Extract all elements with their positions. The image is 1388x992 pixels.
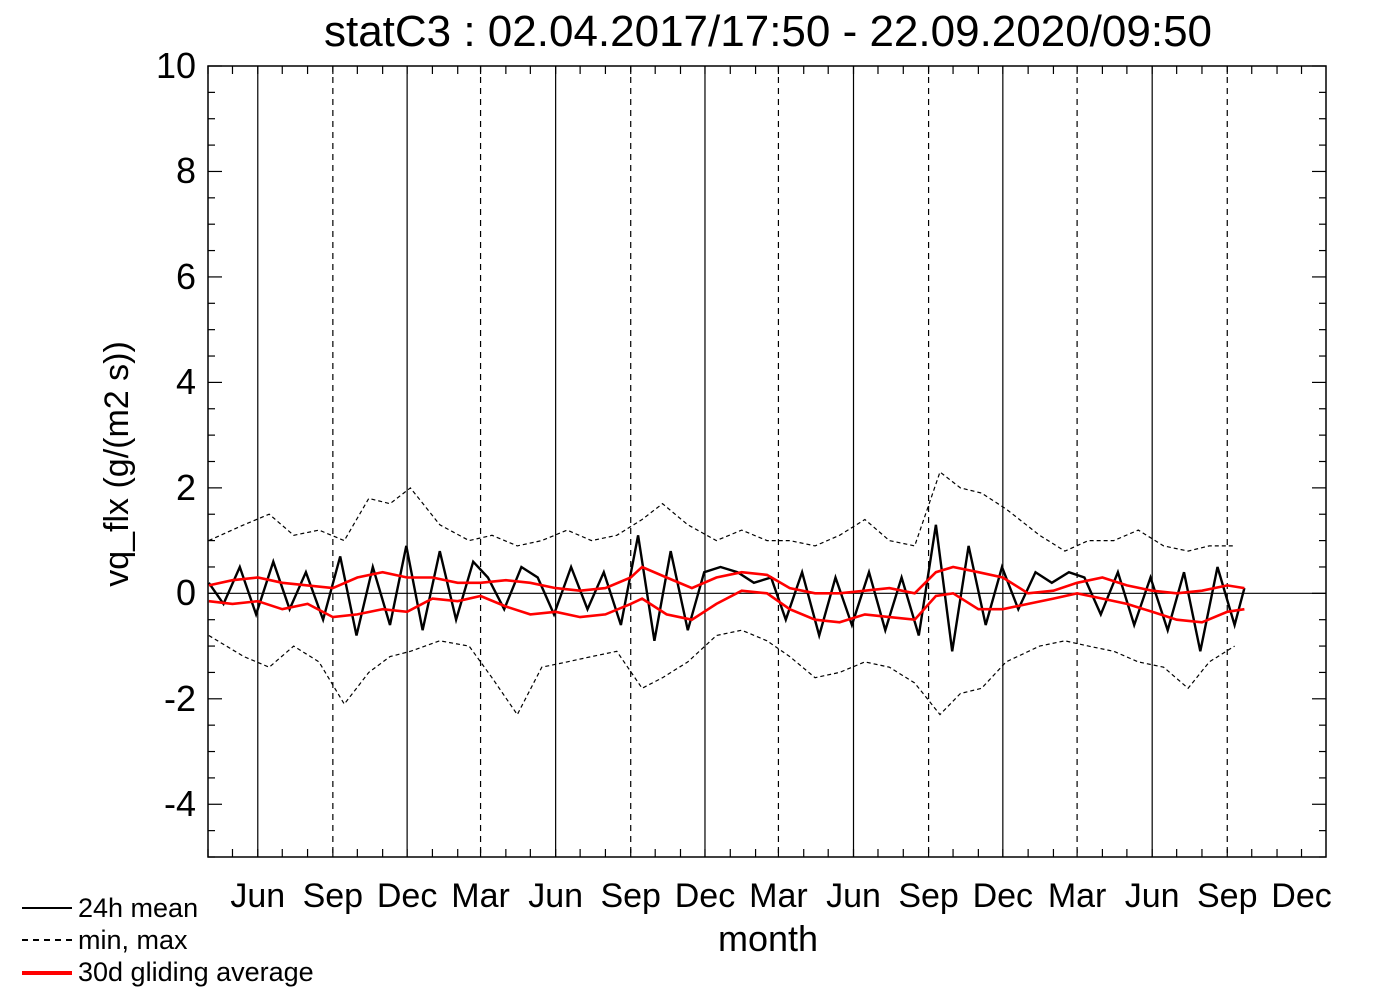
legend-label: 30d gliding average [78,957,314,987]
x-tick-label: Sep [898,877,959,915]
y-tick-label: -4 [163,783,196,825]
x-tick-label: Jun [1124,877,1180,915]
y-tick-label: 2 [175,466,196,508]
y-tick-label: 6 [175,255,196,297]
x-tick-label: Jun [826,877,881,915]
y-tick-label: 4 [175,361,196,403]
chart-title: statC3 : 02.04.2017/17:50 - 22.09.2020/0… [323,7,1213,56]
series-max-line [208,471,1235,552]
y-tick-label: 0 [175,572,196,614]
series-30d-gliding-lower-line [208,589,1245,624]
x-tick-label: Mar [749,877,808,915]
legend-swatch-solid-red [22,971,72,975]
x-tick-label: Dec [674,877,736,915]
x-axis-label: month [717,918,819,959]
y-tick-label: -2 [163,677,196,719]
x-tick-label: Jun [230,877,286,915]
legend-label: 24h mean [78,893,199,923]
x-tick-label: Dec [972,877,1034,915]
series-min-line [208,629,1235,716]
x-tick-label: Mar [451,877,510,915]
series-layer [207,471,1246,716]
month-reference-lines [208,66,1326,857]
x-tick-label: Sep [1197,877,1258,915]
x-tick-label: Sep [600,877,661,915]
y-tick-label: 8 [175,150,196,192]
plot-frame [207,65,1327,858]
x-tick-label: Dec [376,877,438,915]
series-24h-mean-line [207,524,1246,652]
x-tick-label: Dec [1271,877,1332,915]
legend-swatch-solid-black [22,907,72,909]
legend-swatch-dashed-black [22,939,72,941]
plot-border [207,65,1327,858]
x-tick-label: Mar [1047,877,1107,915]
x-tick-label: Sep [302,877,364,915]
y-tick-label: 10 [155,45,196,86]
legend-label: min, max [78,925,188,955]
x-tick-label: Jun [528,877,584,915]
series-30d-gliding-upper-line [208,565,1245,595]
